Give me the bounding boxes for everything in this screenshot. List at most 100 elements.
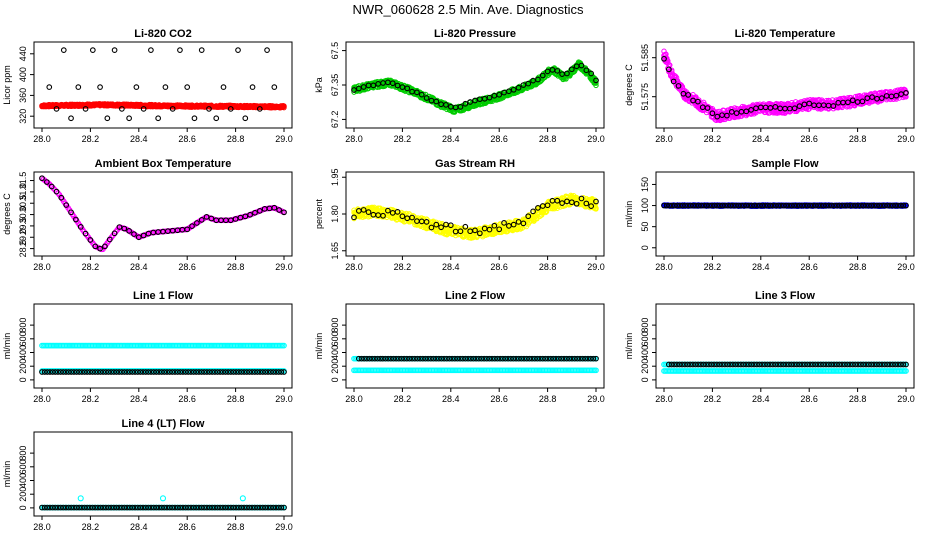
- x-tick-label: 28.6: [800, 262, 818, 272]
- data-point: [389, 80, 396, 87]
- x-tick-label: 28.0: [33, 134, 51, 144]
- x-tick-label: 28.8: [539, 394, 557, 404]
- data-point: [462, 100, 469, 107]
- data-point: [443, 102, 449, 108]
- data-point: [213, 115, 220, 122]
- y-tick-label: 67.35: [330, 74, 340, 97]
- x-tick-label: 28.6: [490, 134, 508, 144]
- data-point: [588, 70, 595, 77]
- y-tick-label: 360: [18, 88, 28, 103]
- data-point: [89, 47, 96, 54]
- y-tick-label: 100: [640, 198, 650, 213]
- x-tick-label: 28.0: [345, 394, 363, 404]
- data-point: [53, 106, 60, 112]
- data-point: [75, 84, 82, 90]
- x-tick-label: 28.8: [227, 134, 245, 144]
- x-tick-label: 28.0: [345, 134, 363, 144]
- data-point: [351, 87, 357, 93]
- data-point: [472, 97, 478, 104]
- x-tick-label: 29.0: [587, 134, 605, 144]
- figure-title: NWR_060628 2.5 Min. Ave. Diagnostics: [352, 2, 584, 17]
- x-tick-label: 28.8: [539, 262, 557, 272]
- x-tick-label: 28.6: [490, 394, 508, 404]
- x-tick-label: 28.2: [394, 134, 412, 144]
- y-axis-label: ml/min: [314, 333, 324, 360]
- data-point: [433, 98, 440, 105]
- data-point: [370, 82, 377, 89]
- series-band-cyan-high: [39, 342, 287, 349]
- y-tick-label: 67.2: [330, 111, 340, 129]
- series-points-black: [351, 62, 599, 111]
- y-tick-label: 1.95: [330, 168, 340, 186]
- data-point: [133, 84, 140, 90]
- data-point: [404, 85, 411, 92]
- data-point: [525, 80, 532, 87]
- series-band-magenta: [661, 48, 909, 124]
- data-point: [242, 115, 249, 122]
- x-tick-label: 28.4: [442, 394, 460, 404]
- y-axis-label: percent: [314, 198, 324, 229]
- x-tick-label: 28.2: [82, 394, 100, 404]
- data-point: [539, 72, 546, 79]
- x-tick-label: 29.0: [897, 262, 915, 272]
- x-tick-label: 28.8: [539, 134, 557, 144]
- series-standards-black: [46, 47, 278, 122]
- data-point: [97, 84, 103, 90]
- y-tick-label: 800: [330, 318, 340, 333]
- data-point: [111, 47, 118, 54]
- data-point: [578, 62, 585, 69]
- x-tick-label: 28.8: [849, 262, 867, 272]
- y-tick-label: 1.65: [330, 242, 340, 260]
- data-point: [535, 76, 541, 83]
- y-tick-label: 400: [18, 67, 28, 82]
- y-tick-label: 0: [18, 377, 28, 382]
- data-point: [520, 82, 527, 88]
- panel-title: Line 1 Flow: [133, 290, 193, 302]
- data-point: [140, 106, 147, 112]
- x-tick-label: 28.2: [394, 262, 412, 272]
- data-point: [281, 103, 287, 110]
- y-axis-label: ml/min: [624, 201, 634, 228]
- x-tick-label: 28.6: [178, 262, 196, 272]
- data-point: [162, 84, 169, 90]
- y-axis-label: degrees C: [624, 64, 634, 106]
- data-point: [220, 84, 227, 90]
- data-point: [360, 84, 367, 90]
- data-point: [148, 47, 154, 54]
- x-tick-label: 28.0: [655, 262, 673, 272]
- x-tick-label: 28.8: [849, 134, 867, 144]
- x-tick-label: 28.2: [82, 262, 100, 272]
- x-tick-label: 28.6: [178, 394, 196, 404]
- y-tick-label: 800: [18, 318, 28, 333]
- x-tick-label: 28.8: [227, 262, 245, 272]
- data-point: [664, 57, 670, 63]
- x-tick-label: 28.0: [33, 262, 51, 272]
- data-point: [155, 115, 162, 122]
- data-point: [414, 89, 420, 96]
- data-point: [554, 68, 561, 74]
- data-point: [583, 67, 590, 74]
- y-tick-label: 440: [18, 46, 28, 61]
- x-tick-label: 28.6: [178, 134, 196, 144]
- series-curve-magenta: [39, 175, 287, 253]
- data-point: [467, 99, 474, 105]
- data-point: [544, 68, 551, 75]
- data-point: [486, 94, 493, 101]
- data-point: [510, 86, 517, 93]
- panel-title: Li-820 Temperature: [735, 28, 836, 40]
- y-axis-label: ml/min: [2, 333, 12, 360]
- data-point: [506, 88, 512, 95]
- y-tick-label: 0: [330, 377, 340, 382]
- data-point: [119, 106, 125, 112]
- x-tick-label: 29.0: [897, 134, 915, 144]
- x-tick-label: 28.4: [752, 262, 770, 272]
